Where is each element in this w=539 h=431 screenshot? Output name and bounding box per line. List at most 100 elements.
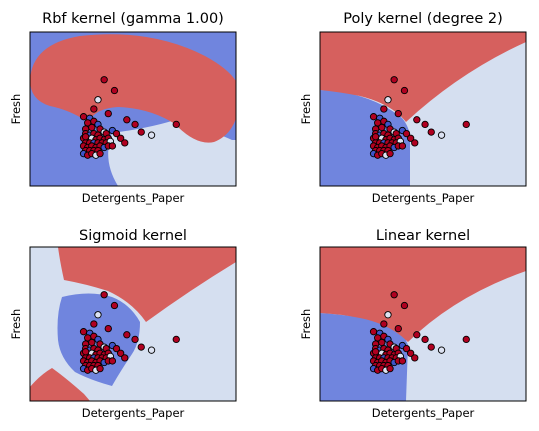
scatter-point-red [131, 335, 139, 344]
scatter-point-red [406, 349, 415, 357]
scatter-point-red [100, 291, 108, 299]
scatter-point-light [437, 131, 446, 139]
scatter-point-red [413, 331, 421, 339]
chart-title: Poly kernel (degree 2) [343, 11, 503, 27]
y-axis-label: Fresh [299, 309, 313, 340]
scatter-point-red [386, 365, 394, 373]
scatter-point-red [390, 291, 398, 299]
scatter-point-red [398, 357, 407, 365]
scatter-point-red [131, 120, 139, 129]
scatter-point-red [411, 139, 419, 147]
chart-title: Linear kernel [376, 228, 470, 244]
x-axis-label: Detergents_Paper [372, 406, 475, 420]
region-blue [320, 90, 410, 186]
scatter-point-red [386, 150, 394, 158]
subplot-rbf: Rbf kernel (gamma 1.00) Detergents_Paper… [9, 11, 237, 205]
scatter-point-red [400, 301, 409, 310]
subplot-sigmoid: Sigmoid kernel Detergents_Paper Fresh [9, 228, 237, 420]
scatter-point-red [79, 328, 88, 336]
y-axis-label: Fresh [9, 309, 23, 340]
chart-title: Rbf kernel (gamma 1.00) [42, 11, 224, 27]
scatter-point-red [394, 109, 402, 118]
x-axis-label: Detergents_Paper [82, 406, 185, 420]
scatter-point-red [90, 105, 98, 113]
scatter-point-red [123, 116, 131, 124]
scatter-point-red [402, 129, 411, 138]
scatter-point-red [90, 320, 98, 328]
scatter-point-red [172, 120, 180, 129]
scatter-point-red [108, 357, 117, 365]
scatter-point-red [88, 338, 96, 347]
scatter-point-red [96, 150, 104, 158]
scatter-point-red [137, 128, 145, 136]
scatter-point-red [81, 348, 90, 356]
region-red [58, 247, 236, 322]
scatter-point-red [400, 86, 409, 95]
scatter-point-red [116, 349, 125, 357]
scatter-point-red [390, 76, 398, 84]
subplot-linear: Linear kernel Detergents_Paper Fresh [299, 228, 527, 420]
scatter-point-red [81, 133, 90, 141]
subplot-poly: Poly kernel (degree 2) Detergents_Paper … [299, 11, 527, 205]
scatter-point-red [110, 86, 119, 95]
scatter-point-red [427, 343, 435, 351]
scatter-point-red [369, 328, 378, 336]
plot-frame [29, 246, 237, 402]
scatter-point-red [116, 134, 125, 142]
region-red [30, 368, 90, 401]
scatter-point-red [427, 128, 435, 136]
scatter-point-red [104, 324, 112, 333]
scatter-point-red [398, 142, 407, 150]
region-red [320, 32, 526, 122]
scatter-point-red [88, 123, 96, 132]
scatter-point-red [110, 301, 119, 310]
scatter-point-light [437, 346, 446, 354]
scatter-point-red [421, 120, 429, 129]
y-axis-label: Fresh [9, 94, 23, 125]
scatter-point-red [371, 133, 380, 141]
scatter-point-red [369, 113, 378, 121]
scatter-point-red [380, 105, 388, 113]
scatter-point-red [413, 116, 421, 124]
chart-title: Sigmoid kernel [79, 228, 187, 244]
scatter-point-light [94, 96, 102, 104]
scatter-point-red [462, 335, 470, 344]
region-red [320, 247, 526, 342]
scatter-point-red [96, 365, 104, 373]
scatter-point-red [421, 335, 429, 344]
points [369, 291, 470, 374]
scatter-point-red [406, 134, 415, 142]
scatter-point-red [100, 76, 108, 84]
plot-frame [319, 31, 527, 187]
scatter-point-red [104, 109, 112, 118]
scatter-point-light [147, 346, 156, 354]
y-axis-label: Fresh [299, 94, 313, 125]
scatter-point-light [384, 311, 392, 319]
scatter-point-red [112, 129, 121, 138]
scatter-point-light [94, 311, 102, 319]
plot-frame [29, 31, 237, 187]
x-axis-label: Detergents_Paper [82, 191, 185, 205]
scatter-point-red [394, 324, 402, 333]
scatter-point-light [384, 96, 392, 104]
scatter-point-red [121, 139, 129, 147]
scatter-point-red [172, 335, 180, 344]
scatter-point-red [112, 344, 121, 353]
scatter-point-red [108, 142, 117, 150]
scatter-point-red [79, 113, 88, 121]
points [79, 76, 180, 159]
points [79, 291, 180, 374]
x-axis-label: Detergents_Paper [372, 191, 475, 205]
points [369, 76, 470, 159]
scatter-point-red [380, 320, 388, 328]
scatter-point-red [402, 344, 411, 353]
scatter-point-red [121, 354, 129, 362]
scatter-point-red [123, 331, 131, 339]
scatter-point-red [411, 354, 419, 362]
scatter-point-red [378, 123, 386, 132]
scatter-point-red [378, 338, 386, 347]
scatter-point-red [137, 343, 145, 351]
plot-frame [319, 246, 527, 402]
scatter-point-light [147, 131, 156, 139]
